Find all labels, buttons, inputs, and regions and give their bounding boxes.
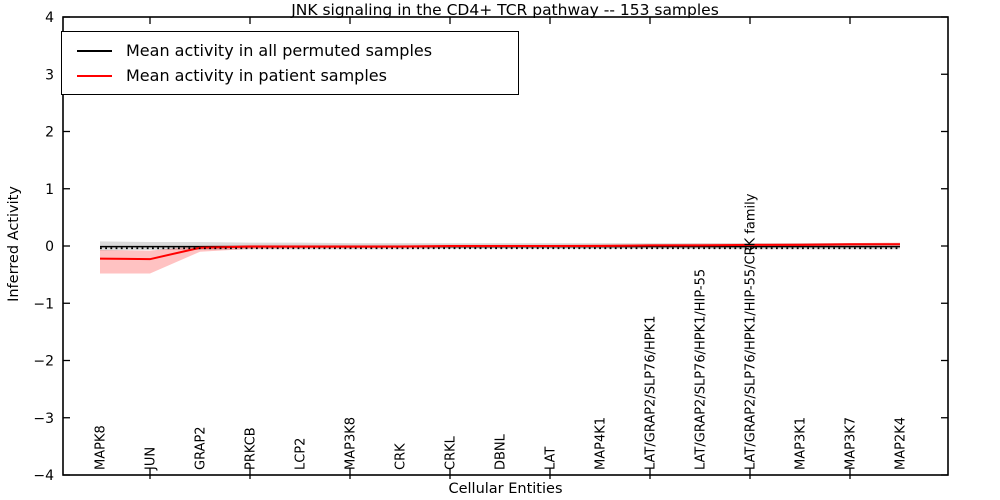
x-tick-label: LAT/GRAP2/SLP76/HPK1/HIP-55	[694, 269, 709, 470]
series-patient-mean	[99, 243, 900, 261]
x-tick-label: CRKL	[444, 435, 459, 470]
legend-entry-patient: Mean activity in patient samples	[62, 66, 518, 85]
x-tick-label: DBNL	[494, 433, 509, 470]
x-tick-label: JUN	[144, 447, 159, 471]
x-tick-label: MAPK8	[94, 425, 109, 470]
legend-line-permuted	[77, 49, 112, 52]
x-tick-label: PRKCB	[244, 427, 259, 470]
x-axis-title: Cellular Entities	[448, 481, 563, 497]
y-tick-label: 4	[45, 10, 54, 26]
x-tick-label: MAP4K1	[594, 417, 609, 470]
x-tick-label: MAP2K4	[894, 417, 909, 470]
axes-border	[62, 16, 949, 476]
y-axis-title: Inferred Activity	[6, 186, 22, 302]
y-tick-label: 2	[45, 125, 54, 141]
x-tick-label: LAT/GRAP2/SLP76/HPK1/HIP-55/CRK family	[744, 193, 759, 470]
y-tick-label: −3	[33, 411, 54, 427]
y-tick-label: 1	[45, 182, 54, 198]
legend: Mean activity in all permuted samples Me…	[61, 31, 519, 95]
x-tick-label: MAP3K7	[844, 417, 859, 470]
x-tick-label: MAP3K8	[344, 417, 359, 470]
y-tick-label: 0	[45, 239, 54, 255]
band-patient-range	[100, 242, 900, 274]
x-tick-label: LAT	[544, 447, 559, 470]
legend-entry-permuted: Mean activity in all permuted samples	[62, 41, 518, 60]
x-tick-label: MAP3K1	[794, 417, 809, 470]
x-tick-label: GRAP2	[194, 426, 209, 470]
legend-label-permuted: Mean activity in all permuted samples	[126, 41, 433, 60]
legend-label-patient: Mean activity in patient samples	[126, 66, 387, 85]
y-tick-label: 3	[45, 67, 54, 83]
x-tick-label: CRK	[394, 443, 409, 470]
y-tick-label: −1	[33, 296, 54, 312]
x-tick-label: LCP2	[294, 438, 309, 470]
y-tick-label: −4	[33, 468, 54, 484]
x-tick-label: LAT/GRAP2/SLP76/HPK1	[644, 316, 659, 470]
chart-title: JNK signaling in the CD4+ TCR pathway --…	[291, 1, 719, 19]
y-tick-label: −2	[33, 354, 54, 370]
legend-line-patient	[77, 74, 112, 77]
